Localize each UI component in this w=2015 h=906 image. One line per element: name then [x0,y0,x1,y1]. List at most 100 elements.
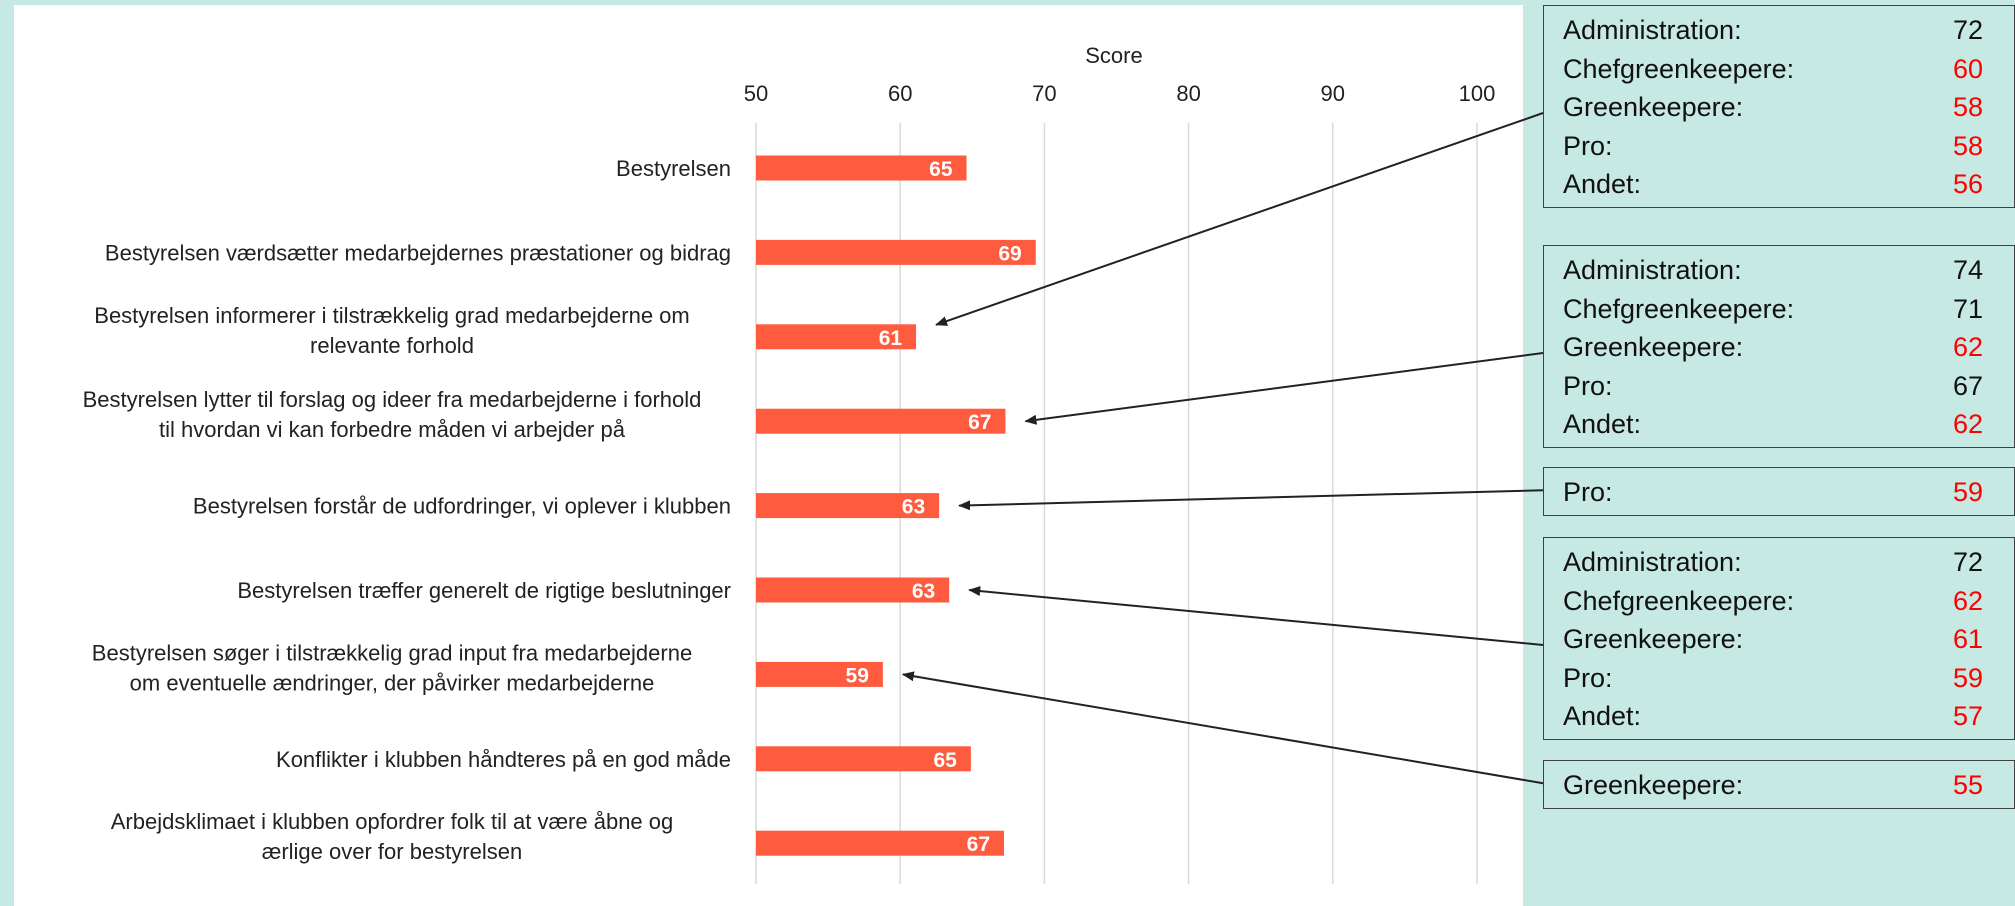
annotation-label: Greenkeepere: [1563,624,1744,654]
category-label: Bestyrelsen forstår de udfordringer, vi … [193,494,731,519]
category-label: Bestyrelsen informerer i tilstrækkelig g… [94,303,689,358]
bar-data-label: 65 [933,749,957,772]
category-label-line: Bestyrelsen forstår de udfordringer, vi … [193,494,731,519]
annotation-value: 67 [1952,370,1983,401]
bar [756,155,967,181]
bar-data-label: 69 [998,242,1021,265]
category-label: Arbejdsklimaet i klubben opfordrer folk … [111,809,674,864]
annotation-label: Andet: [1563,169,1642,199]
annotation-value: 59 [1952,477,1983,507]
category-label: Bestyrelsen værdsætter medarbejdernes pr… [105,240,731,265]
annotation-row: Chefgreenkeepere: 60 [1544,50,2014,89]
annotation-value: 57 [1952,701,1983,731]
annotation-label: Administration: [1563,15,1742,45]
x-tick-label: 90 [1321,81,1345,106]
bar-data-label: 67 [967,833,990,856]
annotation-row: Administration: 74 [1544,251,2014,290]
x-tick-label: 80 [1176,81,1200,106]
annotation-label: Greenkeepere: [1563,332,1744,362]
annotation-row: Pro: 59 [1544,473,2014,512]
annotation-row: Chefgreenkeepere: 62 [1544,582,2014,621]
x-tick-label: 100 [1459,81,1496,106]
annotation-label: Pro: [1563,477,1613,507]
annotation-row: Greenkeepere: 58 [1544,88,2014,127]
annotation-arrow [901,671,1544,785]
annotation-box: Administration: 72 Chefgreenkeepere: 60 Gree… [1543,5,2015,208]
annotation-value: 62 [1952,585,1983,616]
bar [756,239,1036,265]
category-label-line: relevante forhold [310,333,474,358]
x-axis-title: Score [1085,43,1142,68]
annotation-label: Pro: [1563,662,1613,693]
bar-data-label: 63 [902,496,925,519]
bar [756,661,883,687]
bar-data-label: 61 [879,327,903,350]
bar [756,577,950,603]
annotation-row: Pro: 59 [1544,659,2014,698]
bar [756,746,971,772]
category-label-line: Bestyrelsen lytter til forslag og ideer … [83,387,702,412]
annotation-arrow [968,586,1544,646]
x-tick-label: 50 [744,81,768,106]
annotation-value: 58 [1952,130,1983,161]
annotation-row: Greenkeepere: 62 [1544,328,2014,367]
annotation-label: Chefgreenkeepere: [1563,293,1795,324]
x-tick-label: 70 [1032,81,1056,106]
category-label: Bestyrelsen [616,156,731,181]
category-label-line: Bestyrelsen træffer generelt de rigtige … [237,578,731,603]
category-label: Konflikter i klubben håndteres på en god… [276,747,731,772]
annotation-label: Andet: [1563,409,1642,439]
annotation-row: Greenkeepere: 61 [1544,620,2014,659]
annotation-label: Greenkeepere: [1563,92,1744,122]
annotation-label: Pro: [1563,130,1613,161]
annotation-value: 74 [1952,255,1983,285]
annotation-arrow [935,112,1544,326]
annotation-value: 59 [1952,662,1983,693]
annotation-value: 60 [1952,53,1983,84]
category-label: Bestyrelsen træffer generelt de rigtige … [237,578,731,603]
annotation-row: Pro: 67 [1544,367,2014,406]
bar-data-label: 63 [912,580,935,603]
annotation-value: 58 [1952,92,1983,122]
bar-data-label: 65 [929,158,953,181]
annotation-label: Chefgreenkeepere: [1563,585,1795,616]
category-label-line: Bestyrelsen [616,156,731,181]
annotation-row: Andet: 56 [1544,165,2014,204]
annotation-row: Andet: 57 [1544,697,2014,736]
bar [756,493,940,519]
category-label-line: om eventuelle ændringer, der påvirker me… [130,670,655,695]
category-label-line: Bestyrelsen informerer i tilstrækkelig g… [94,303,689,328]
category-label-line: Bestyrelsen søger i tilstrækkelig grad i… [92,640,692,665]
bar-data-label: 67 [968,411,991,434]
annotation-value: 55 [1952,770,1983,800]
annotation-value: 56 [1952,169,1983,199]
annotation-label: Pro: [1563,370,1613,401]
category-label-line: Arbejdsklimaet i klubben opfordrer folk … [111,809,674,834]
category-label: Bestyrelsen lytter til forslag og ideer … [83,387,702,442]
annotation-value: 71 [1952,293,1983,324]
annotation-value: 61 [1952,624,1983,654]
annotation-row: Pro: 58 [1544,127,2014,166]
annotation-row: Chefgreenkeepere: 71 [1544,290,2014,329]
annotation-value: 72 [1952,547,1983,577]
bar-data-label: 59 [846,664,869,687]
annotation-row: Administration: 72 [1544,543,2014,582]
x-tick-label: 60 [888,81,912,106]
annotation-box: Administration: 72 Chefgreenkeepere: 62 Gree… [1543,537,2015,740]
bar [756,408,1006,434]
annotation-label: Administration: [1563,547,1742,577]
annotation-label: Andet: [1563,701,1642,731]
bar [756,324,917,350]
annotation-row: Administration: 72 [1544,11,2014,50]
category-label: Bestyrelsen søger i tilstrækkelig grad i… [92,640,692,695]
annotation-row: Greenkeepere: 55 [1544,766,2014,805]
category-label-line: ærlige over for bestyrelsen [262,839,522,864]
annotation-box: Administration: 74 Chefgreenkeepere: 71 Gree… [1543,245,2015,448]
category-label-line: Bestyrelsen værdsætter medarbejdernes pr… [105,240,731,265]
annotation-row: Andet: 62 [1544,405,2014,444]
annotation-label: Greenkeepere: [1563,770,1744,800]
annotation-value: 62 [1952,409,1983,439]
annotation-arrow [958,489,1544,511]
annotation-box: Greenkeepere: 55 [1543,760,2015,809]
